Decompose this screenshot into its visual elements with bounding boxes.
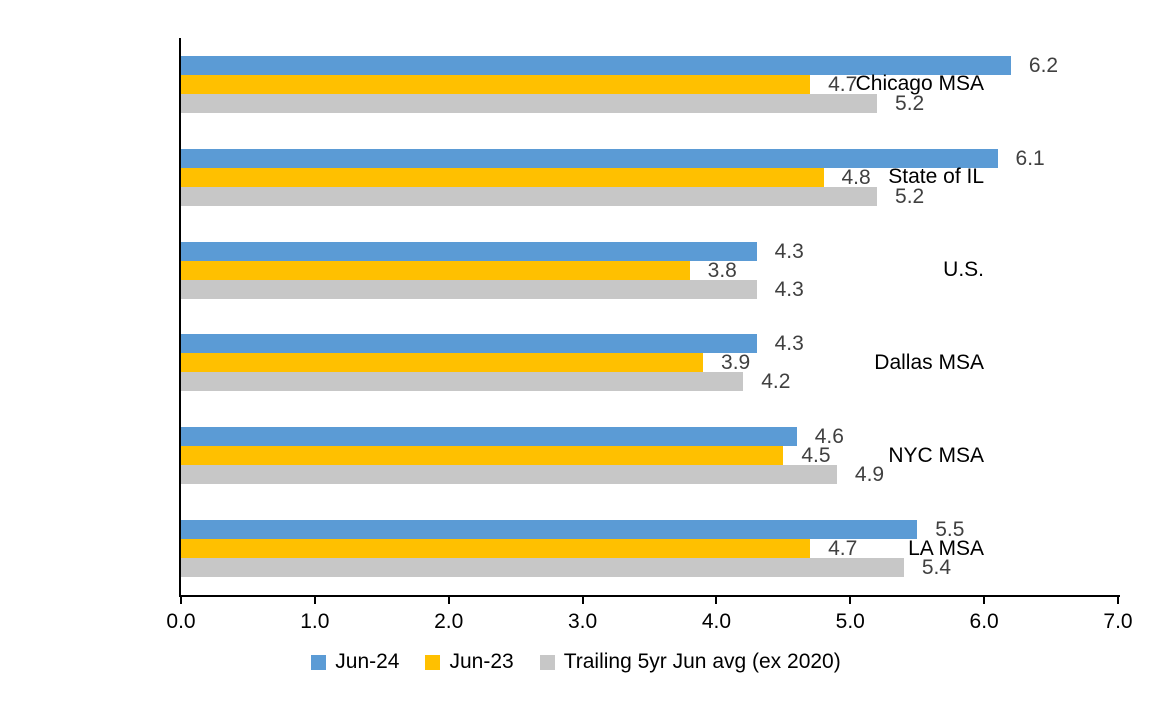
x-tick-label-2.0: 2.0 <box>434 610 464 633</box>
value-label-trailing-5yr-jun-avg-ex-2020-u-s: 4.3 <box>774 277 804 301</box>
category-label-la-msa: LA MSA <box>908 536 984 560</box>
legend-swatch-icon-trailing-5yr-jun-avg-ex-2020 <box>539 654 555 670</box>
category-label-state-of-il: State of IL <box>888 165 984 189</box>
x-tick-2.0 <box>447 597 450 604</box>
bar-jun-24-u-s <box>181 241 757 261</box>
x-tick-label-5.0: 5.0 <box>835 610 865 633</box>
value-label-jun-23-nyc-msa: 4.5 <box>801 444 831 468</box>
value-label-jun-23-dallas-msa: 3.9 <box>721 351 751 375</box>
category-label-u-s: U.S. <box>943 258 984 282</box>
x-tick-7.0 <box>1117 597 1119 604</box>
bar-jun-24-chicago-msa <box>181 55 1011 75</box>
value-label-trailing-5yr-jun-avg-ex-2020-la-msa: 5.4 <box>921 556 952 580</box>
legend-label-jun-24: Jun-24 <box>335 650 400 673</box>
x-tick-label-1.0: 1.0 <box>300 610 330 633</box>
x-axis-line <box>179 595 1120 597</box>
value-label-jun-24-dallas-msa: 4.3 <box>774 332 804 356</box>
category-label-chicago-msa: Chicago MSA <box>855 72 984 96</box>
value-label-jun-23-u-s: 3.8 <box>707 258 737 282</box>
bar-trailing-5yr-jun-avg-ex-2020-chicago-msa <box>181 93 878 113</box>
value-label-jun-23-chicago-msa: 4.7 <box>828 72 858 96</box>
x-tick-1.0 <box>313 597 316 604</box>
bar-jun-23-la-msa <box>181 539 811 559</box>
x-tick-label-3.0: 3.0 <box>567 610 598 633</box>
bar-jun-23-state-of-il <box>181 167 824 187</box>
bar-jun-24-la-msa <box>181 520 918 540</box>
bar-trailing-5yr-jun-avg-ex-2020-nyc-msa <box>181 465 837 485</box>
legend-swatch-icon-jun-23 <box>425 654 441 670</box>
value-label-jun-23-la-msa: 4.7 <box>828 537 858 561</box>
legend-item-trailing-5yr-jun-avg-ex-2020: Trailing 5yr Jun avg (ex 2020) <box>539 650 841 674</box>
bar-jun-24-nyc-msa <box>181 427 797 447</box>
x-tick-0.0 <box>180 597 182 604</box>
x-tick-label-7.0: 7.0 <box>1103 610 1133 633</box>
legend-swatch-icon-jun-24 <box>311 654 327 670</box>
bar-jun-23-nyc-msa <box>181 446 784 466</box>
value-label-trailing-5yr-jun-avg-ex-2020-nyc-msa: 4.9 <box>854 463 885 487</box>
bar-jun-23-chicago-msa <box>181 74 811 94</box>
x-tick-label-6.0: 6.0 <box>969 610 999 633</box>
value-label-trailing-5yr-jun-avg-ex-2020-state-of-il: 5.2 <box>895 184 925 208</box>
legend-label-trailing-5yr-jun-avg-ex-2020: Trailing 5yr Jun avg (ex 2020) <box>563 650 841 673</box>
x-tick-label-0.0: 0.0 <box>166 610 196 633</box>
x-tick-6.0 <box>983 597 986 604</box>
bar-jun-23-u-s <box>181 260 690 280</box>
legend-item-jun-24: Jun-24 <box>311 650 399 674</box>
bar-jun-24-state-of-il <box>181 148 998 168</box>
bar-trailing-5yr-jun-avg-ex-2020-state-of-il <box>181 186 878 206</box>
x-tick-5.0 <box>849 597 852 604</box>
bar-trailing-5yr-jun-avg-ex-2020-dallas-msa <box>181 372 744 392</box>
category-label-nyc-msa: NYC MSA <box>888 443 984 467</box>
x-tick-3.0 <box>581 597 584 604</box>
value-label-jun-24-state-of-il: 6.1 <box>1015 146 1045 170</box>
category-label-dallas-msa: Dallas MSA <box>874 350 984 374</box>
y-axis-line <box>179 38 181 597</box>
legend: Jun-24 Jun-23 Trailing 5yr Jun avg (ex 202… <box>0 650 1152 674</box>
legend-label-jun-23: Jun-23 <box>449 650 514 673</box>
value-label-trailing-5yr-jun-avg-ex-2020-chicago-msa: 5.2 <box>895 91 925 115</box>
x-tick-4.0 <box>715 597 718 604</box>
value-label-trailing-5yr-jun-avg-ex-2020-dallas-msa: 4.2 <box>761 370 791 394</box>
value-label-jun-24-la-msa: 5.5 <box>935 518 965 542</box>
bar-trailing-5yr-jun-avg-ex-2020-la-msa <box>181 558 904 578</box>
value-label-jun-24-chicago-msa: 6.2 <box>1028 53 1059 77</box>
value-label-jun-24-nyc-msa: 4.6 <box>814 425 844 449</box>
bar-trailing-5yr-jun-avg-ex-2020-u-s <box>181 279 757 299</box>
bar-jun-23-dallas-msa <box>181 353 704 373</box>
legend-item-jun-23: Jun-23 <box>425 650 514 674</box>
value-label-jun-24-u-s: 4.3 <box>774 239 804 263</box>
x-tick-label-4.0: 4.0 <box>701 610 732 633</box>
value-label-jun-23-state-of-il: 4.8 <box>841 165 871 189</box>
bar-jun-24-dallas-msa <box>181 334 757 354</box>
